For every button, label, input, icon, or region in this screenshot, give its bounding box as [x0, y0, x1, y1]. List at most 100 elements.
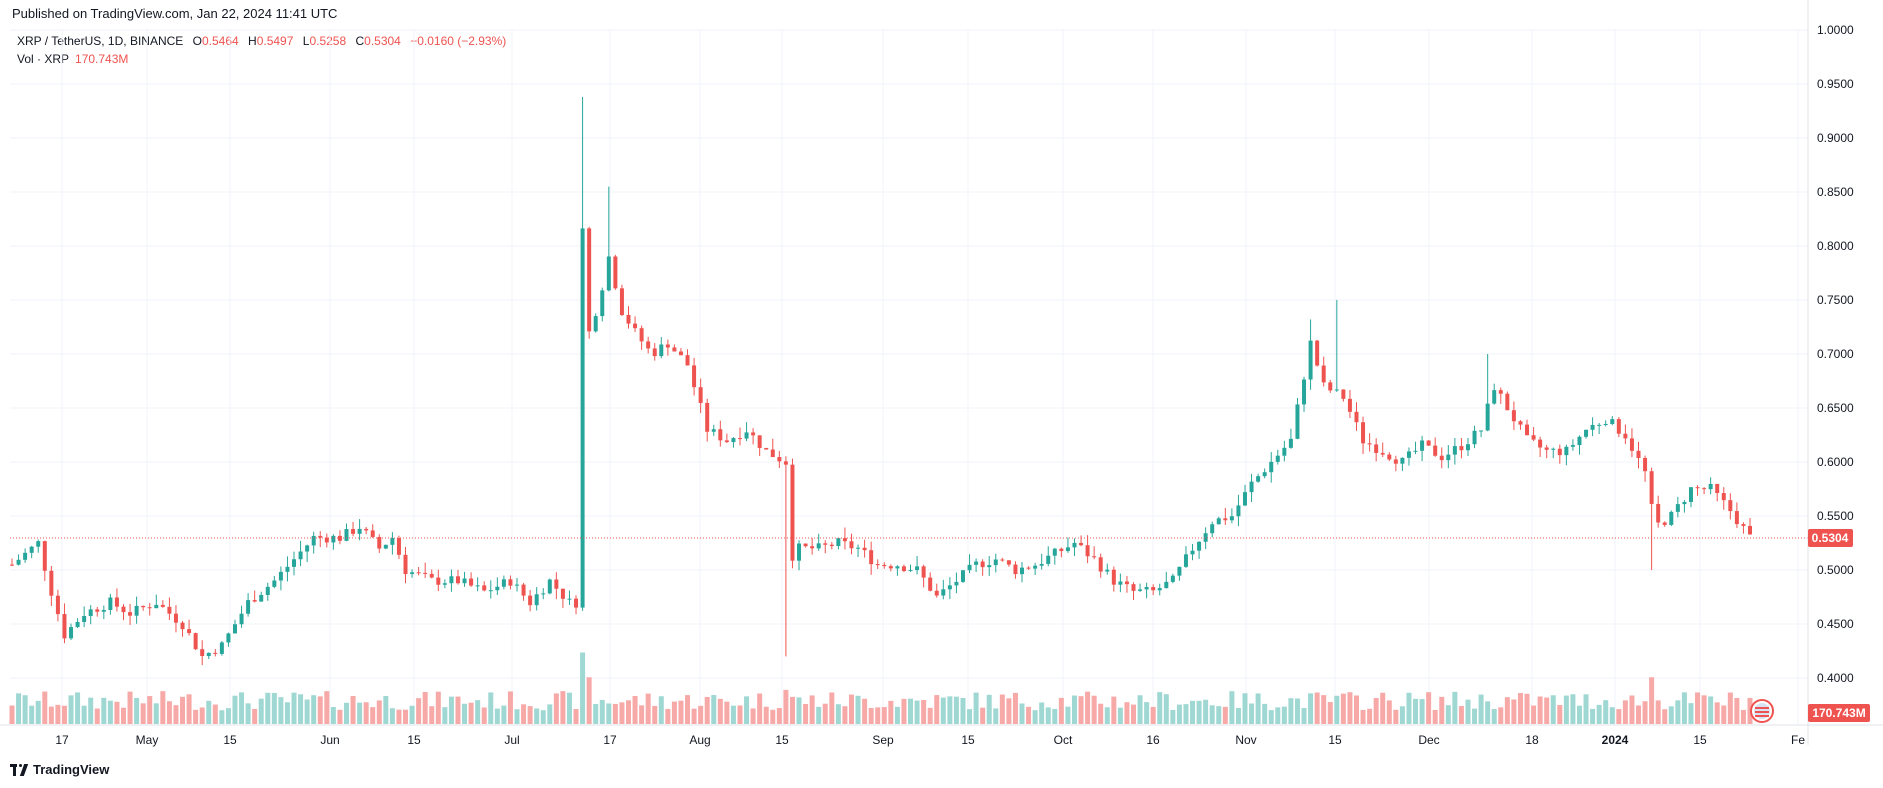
volume-bar: [750, 708, 756, 724]
candle-body: [797, 543, 802, 561]
candle-body: [987, 565, 992, 568]
candle-body: [1610, 419, 1615, 424]
candle-body: [613, 256, 618, 289]
volume-bar: [1353, 695, 1359, 724]
volume-bar: [317, 696, 323, 724]
candle-body: [272, 580, 277, 587]
candle-body: [1643, 457, 1648, 472]
volume-bar: [770, 709, 776, 724]
candle-body: [626, 314, 631, 324]
volume-bar: [606, 703, 612, 724]
candle-body: [1675, 504, 1680, 512]
candle-body: [49, 570, 54, 596]
volume-bar: [691, 708, 697, 724]
candle-body: [226, 633, 231, 643]
volume-bar: [1373, 698, 1379, 724]
volume-bar: [166, 701, 172, 724]
volume-bar: [1590, 708, 1596, 724]
volume-bar: [114, 701, 120, 724]
candle-body: [1452, 446, 1457, 455]
volume-bar: [1058, 697, 1064, 724]
candle-body: [1347, 398, 1352, 412]
last-price-tag[interactable]: 0.5304: [1808, 529, 1853, 547]
volume-bar: [258, 698, 264, 724]
volume-bar: [1426, 692, 1432, 724]
volume-bar: [1727, 692, 1733, 724]
candle-body: [390, 538, 395, 545]
candle-body: [206, 652, 211, 656]
candle-body: [731, 438, 736, 443]
volume-bar: [1019, 703, 1025, 724]
volume-bar: [665, 708, 671, 724]
volume-bar: [1268, 710, 1274, 724]
volume-bar: [1432, 709, 1438, 724]
candle-body: [692, 365, 697, 388]
candle-body: [1406, 451, 1411, 458]
flag-icon[interactable]: [1750, 699, 1774, 723]
candle-body: [770, 449, 775, 458]
tradingview-brand[interactable]: TradingView: [10, 762, 109, 777]
volume-bar: [140, 703, 146, 724]
volume-bar: [1039, 702, 1045, 724]
candle-body: [901, 566, 906, 572]
price-tick-label: 0.9000: [1817, 131, 1854, 145]
volume-bar: [1708, 696, 1714, 724]
volume-bar: [1196, 700, 1202, 724]
volume-bar: [527, 706, 533, 724]
volume-bar: [737, 705, 743, 724]
candle-body: [239, 613, 244, 625]
price-tick-label: 0.7500: [1817, 293, 1854, 307]
volume-bar: [783, 689, 789, 724]
volume-bar: [225, 708, 231, 724]
volume-bar: [298, 694, 304, 724]
candle-body: [1498, 390, 1503, 394]
volume-bar: [206, 700, 212, 724]
volume-bar: [1340, 693, 1346, 724]
candle-body: [1210, 524, 1215, 534]
volume-bar: [1078, 696, 1084, 724]
volume-bar: [1642, 701, 1648, 724]
volume-bar: [704, 696, 710, 724]
last-price-tag-text: 0.5304: [1812, 531, 1849, 545]
candle-body: [1374, 444, 1379, 453]
candle-body: [160, 604, 165, 607]
candle-body: [278, 571, 283, 581]
candle-body: [574, 598, 579, 608]
volume-label[interactable]: Vol · XRP: [17, 52, 70, 66]
candle-body: [587, 228, 592, 332]
volume-bar: [1465, 699, 1471, 724]
volume-bar: [940, 697, 946, 724]
candle-body: [1669, 511, 1674, 525]
candle-body: [1006, 560, 1011, 565]
volume-bar: [947, 696, 953, 724]
volume-bar: [1622, 700, 1628, 724]
candle-body: [1439, 455, 1444, 461]
time-tick-label: 17: [55, 733, 69, 747]
candle-body: [1649, 471, 1654, 504]
candle-body: [1557, 448, 1562, 456]
candle-body: [711, 429, 716, 432]
volume-bar: [1576, 705, 1582, 724]
volume-bar: [383, 695, 389, 724]
volume-bar: [1485, 701, 1491, 724]
candle-body: [1564, 446, 1569, 456]
candle-body: [1361, 422, 1366, 444]
high-value: 0.5497: [256, 34, 294, 48]
candle-body: [475, 585, 480, 587]
volume-bar: [986, 694, 992, 724]
candle-body: [541, 593, 546, 595]
volume-bar: [1255, 693, 1261, 724]
candle-body: [895, 566, 900, 569]
candle-body: [921, 566, 926, 578]
candle-body: [941, 589, 946, 596]
volume-bar: [350, 696, 356, 724]
time-axis: 17 May 15 Jun 15 Jul 17 Aug 15 Sep 15 Oct 16 Nov 15 Dec…: [55, 733, 1805, 747]
volume-bar: [1144, 702, 1150, 724]
candle-body: [1223, 518, 1228, 521]
volume-bar: [134, 697, 140, 724]
symbol-name[interactable]: XRP / TetherUS, 1D, BINANCE: [17, 34, 184, 48]
volume-bar: [593, 703, 599, 724]
last-volume-tag[interactable]: 170.743M: [1808, 704, 1870, 722]
volume-bar: [757, 693, 763, 724]
